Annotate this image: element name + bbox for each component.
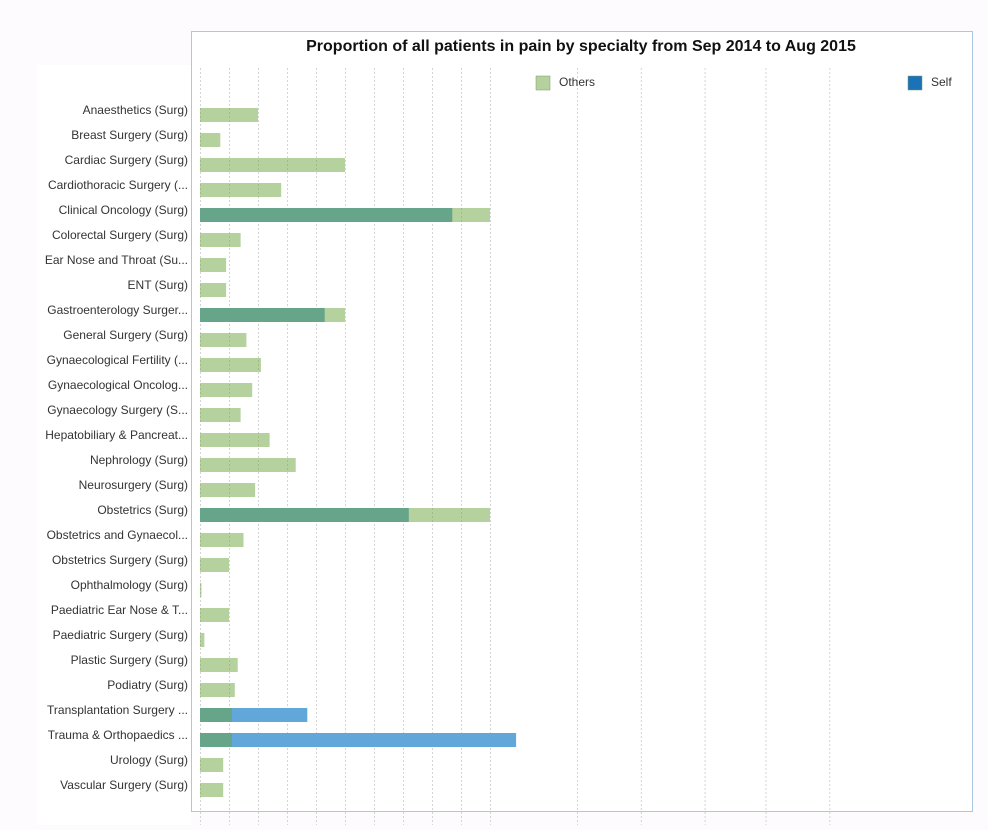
y-tick-label: Trauma & Orthopaedics ... [48, 728, 188, 742]
bar [200, 708, 232, 722]
bar [200, 683, 235, 697]
y-tick-label: Clinical Oncology (Surg) [59, 203, 188, 217]
bar [200, 558, 229, 572]
bar [200, 583, 202, 597]
bar [200, 483, 256, 497]
bar [200, 458, 296, 472]
bar [200, 208, 490, 222]
y-tick-label: Gynaecology Surgery (S... [47, 403, 188, 417]
bar [200, 758, 224, 772]
y-tick-label: Obstetrics (Surg) [97, 503, 188, 517]
bar [200, 508, 490, 522]
bar [200, 733, 232, 747]
y-tick-label: Gynaecological Oncolog... [48, 378, 188, 392]
legend-label: Self [931, 75, 952, 89]
y-tick-label: Colorectal Surgery (Surg) [52, 228, 188, 242]
y-tick-label: Paediatric Ear Nose & T... [51, 603, 188, 617]
y-tick-label: Podiatry (Surg) [107, 678, 188, 692]
y-tick-label: Transplantation Surgery ... [47, 703, 188, 717]
y-tick-label: ENT (Surg) [128, 278, 188, 292]
y-tick-label: Breast Surgery (Surg) [71, 128, 188, 142]
bar [200, 433, 270, 447]
y-tick-label: Urology (Surg) [110, 753, 188, 767]
bar [200, 633, 205, 647]
y-tick-label: Cardiothoracic Surgery (... [48, 178, 188, 192]
bar [200, 658, 238, 672]
y-tick-label: Gastroenterology Surger... [47, 303, 188, 317]
bar [200, 608, 229, 622]
bar [200, 383, 253, 397]
y-tick-label: Obstetrics and Gynaecol... [47, 528, 188, 542]
y-tick-label: Plastic Surgery (Surg) [71, 653, 188, 667]
y-tick-label: Hepatobiliary & Pancreat... [45, 428, 188, 442]
bar [200, 733, 517, 747]
y-tick-label: Ear Nose and Throat (Su... [45, 253, 188, 267]
bar [200, 258, 227, 272]
y-tick-label: Ophthalmology (Surg) [71, 578, 188, 592]
bar [200, 233, 241, 247]
bar [200, 108, 258, 122]
y-tick-label: Nephrology (Surg) [90, 453, 188, 467]
y-tick-label: General Surgery (Surg) [63, 328, 188, 342]
y-tick-label: Gynaecological Fertility (... [47, 353, 188, 367]
y-tick-label: Vascular Surgery (Surg) [60, 778, 188, 792]
chart-frame [191, 31, 973, 812]
bar [200, 158, 345, 172]
bar [200, 408, 241, 422]
y-tick-label: Obstetrics Surgery (Surg) [52, 553, 188, 567]
legend-label: Others [559, 75, 595, 89]
y-tick-label: Paediatric Surgery (Surg) [53, 628, 188, 642]
legend-swatch [535, 75, 551, 91]
y-tick-label: Neurosurgery (Surg) [79, 478, 188, 492]
bar [200, 333, 247, 347]
bar [200, 358, 261, 372]
y-tick-label: Anaesthetics (Surg) [83, 103, 188, 117]
chart-title: Proportion of all patients in pain by sp… [306, 38, 856, 55]
label-panel [37, 65, 191, 825]
bar [200, 283, 227, 297]
bar [200, 783, 224, 797]
legend-swatch [907, 75, 923, 91]
bar [200, 133, 221, 147]
y-tick-label: Cardiac Surgery (Surg) [65, 153, 188, 167]
bar [200, 183, 282, 197]
bar [200, 308, 345, 322]
bar [200, 533, 244, 547]
